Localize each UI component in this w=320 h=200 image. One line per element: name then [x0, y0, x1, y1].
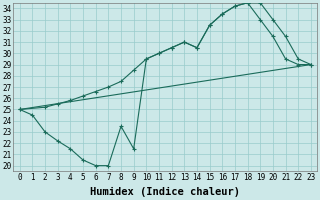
X-axis label: Humidex (Indice chaleur): Humidex (Indice chaleur) — [90, 187, 240, 197]
